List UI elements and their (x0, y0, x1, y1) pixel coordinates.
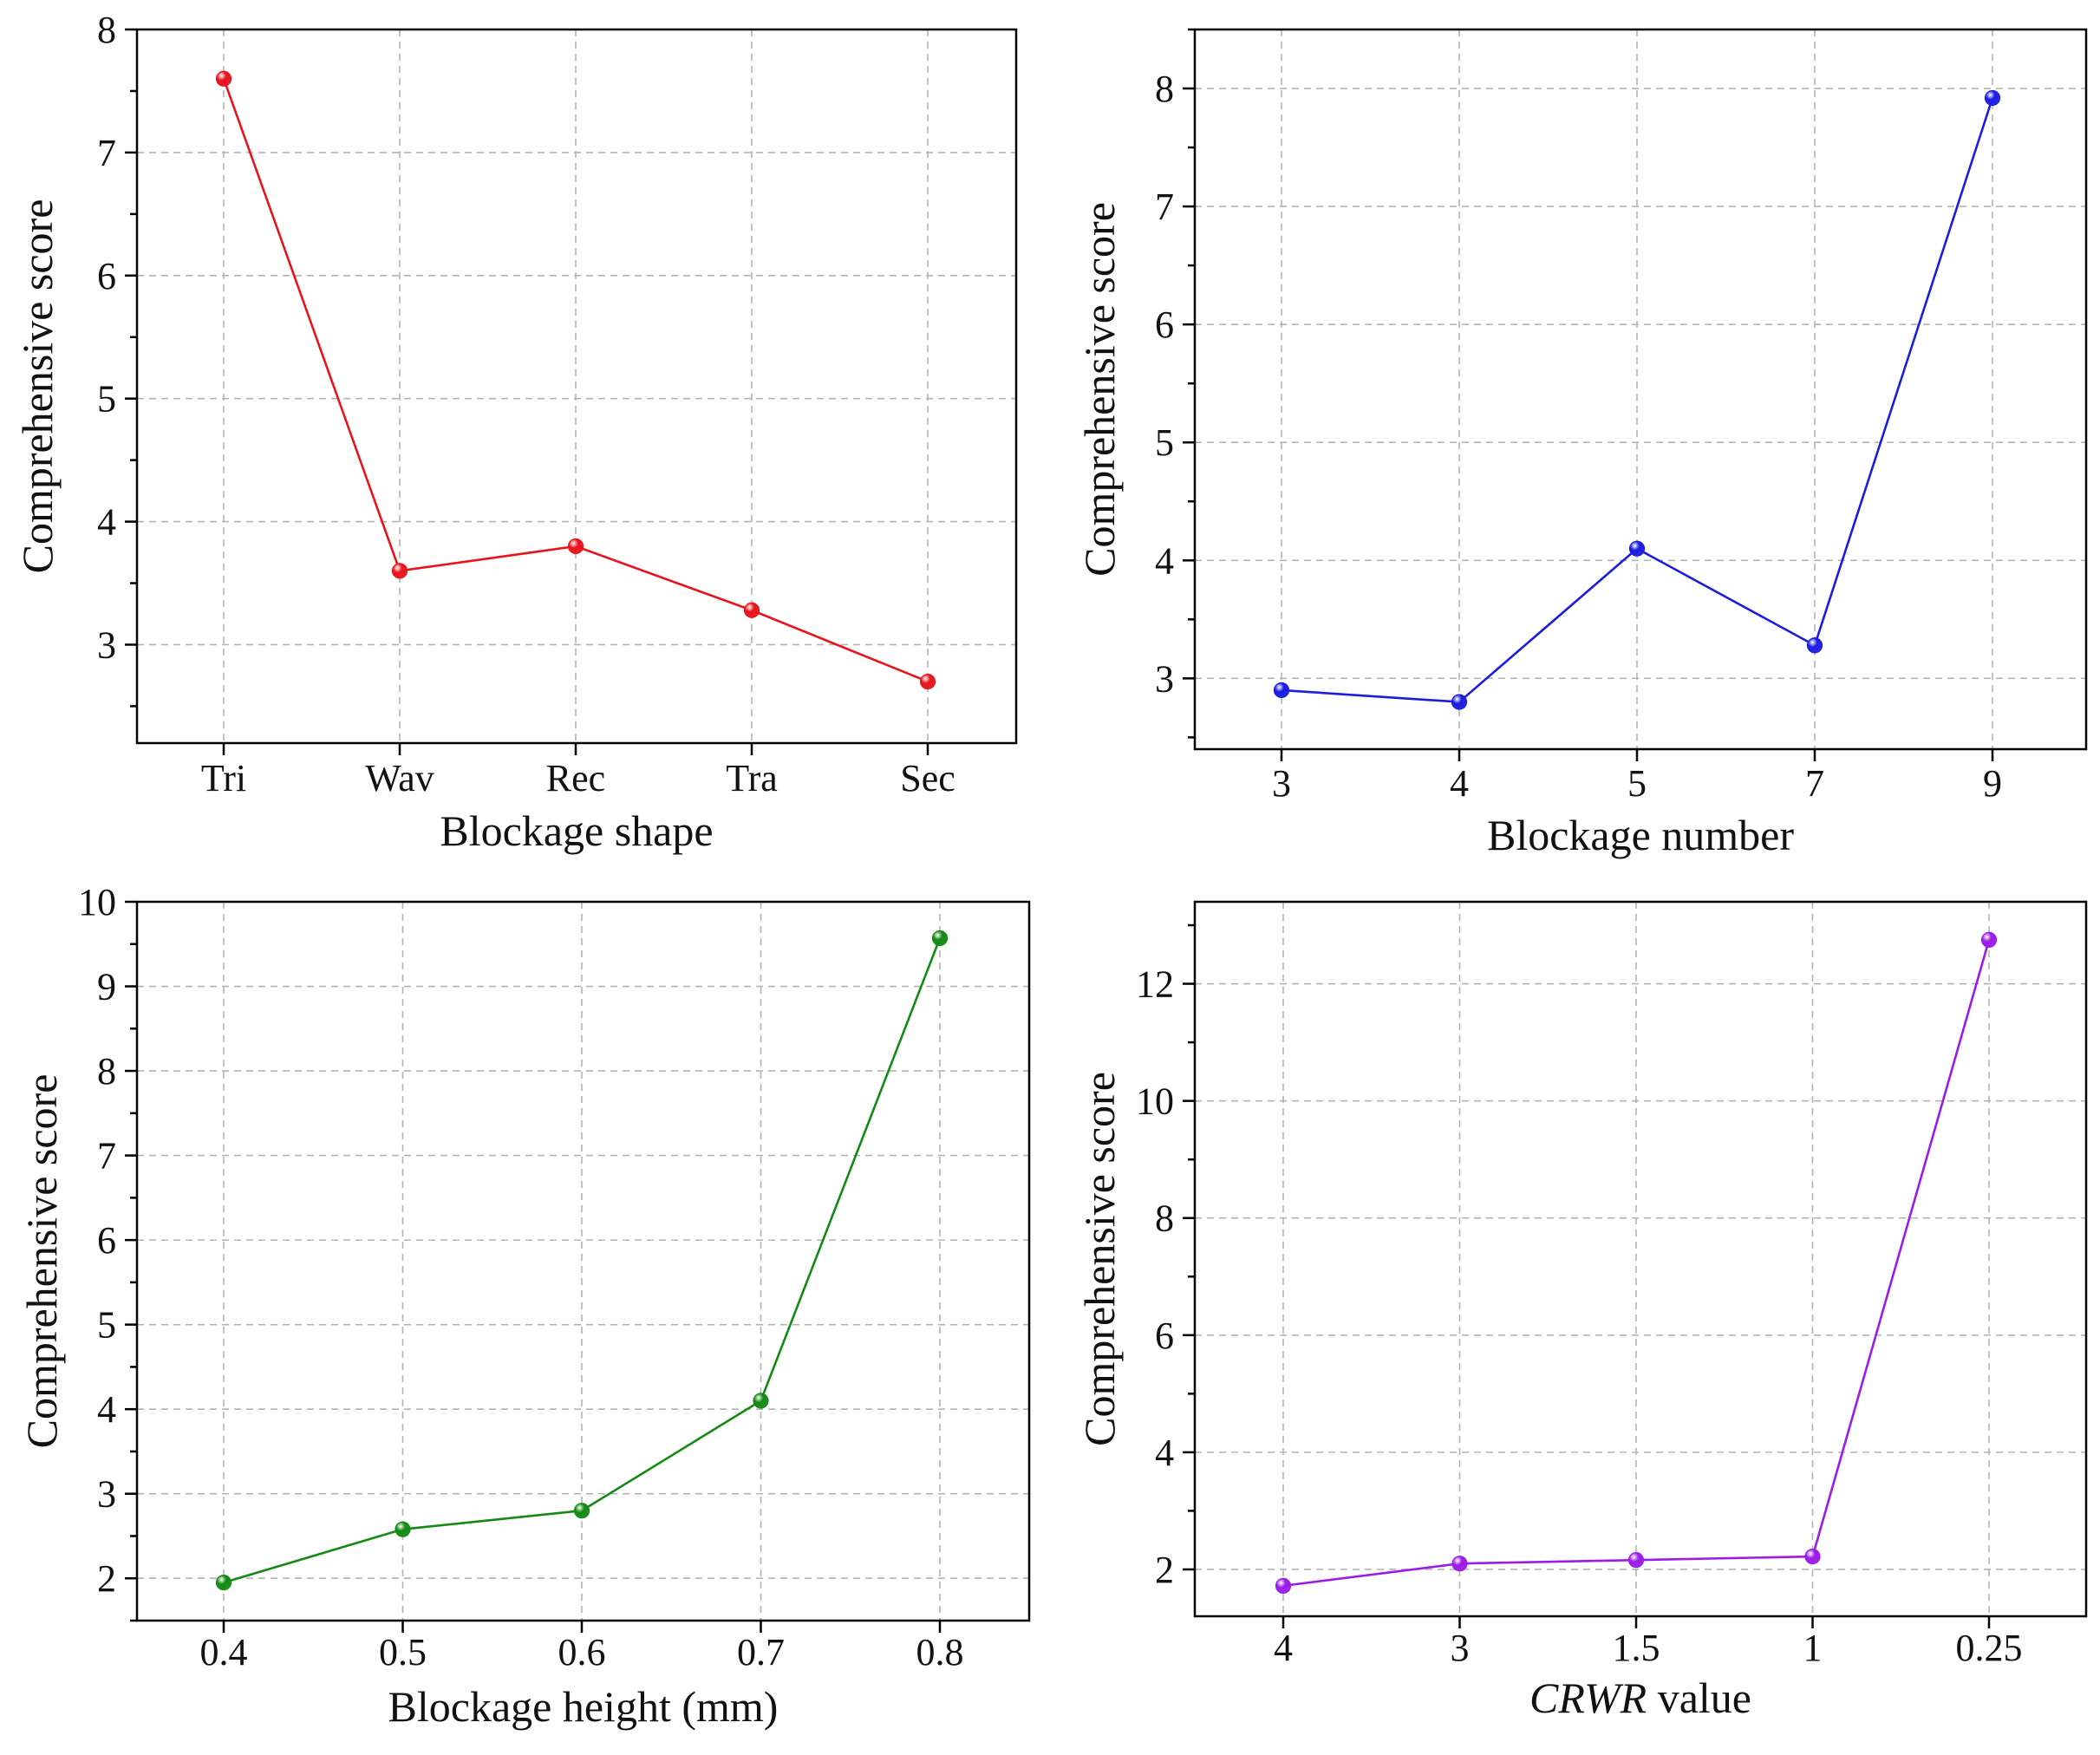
y-tick-label: 2 (97, 1557, 116, 1600)
y-tick-label: 4 (1155, 539, 1174, 582)
x-tick-label: 0.6 (558, 1631, 606, 1673)
data-point (1804, 1549, 1821, 1565)
x-tick-label: 4 (1450, 762, 1469, 805)
x-tick-label: 9 (1983, 762, 2002, 805)
x-tick-label: Tra (726, 757, 778, 799)
y-tick-label: 8 (97, 1050, 116, 1093)
x-axis-label: Blockage shape (440, 806, 713, 855)
data-point (1980, 931, 1998, 949)
data-point (1984, 89, 2001, 107)
data-point (215, 70, 232, 87)
data-point (753, 1393, 769, 1409)
data-point (1451, 694, 1468, 710)
y-tick-label: 3 (97, 623, 116, 666)
data-point (1451, 1556, 1468, 1572)
x-tick-label: 0.4 (200, 1631, 248, 1673)
y-axis-label: Comprehensive score (13, 199, 62, 574)
data-point (391, 563, 408, 579)
plot-frame (1193, 28, 2088, 751)
x-tick-label: 7 (1805, 762, 1824, 805)
x-axis-label: Blockage height (mm) (388, 1682, 779, 1731)
chart-panel-top-right: 3 4 5 6 7 8 3 4 5 7 9 Comprehensive score Blockage n… (1075, 28, 2088, 859)
y-tick-label: 5 (97, 378, 116, 421)
x-tick-label: Sec (900, 757, 955, 799)
x-axis-label: Blockage number (1487, 811, 1794, 859)
y-axis-label: Comprehensive score (1075, 1072, 1124, 1446)
y-axis-label: Comprehensive score (1075, 202, 1124, 577)
data-point (919, 673, 936, 690)
x-axis-label: CRWR value (1529, 1673, 1751, 1722)
x-tick-label: 3 (1451, 1627, 1470, 1669)
y-tick-label: 6 (1155, 303, 1174, 346)
y-axis-label: Comprehensive score (17, 1074, 66, 1449)
x-tick-label: 5 (1627, 762, 1647, 805)
chart-panel-bottom-right: 2 4 6 8 10 12 4 3 1.5 1 0.25 Comprehensive score CRW… (1075, 900, 2088, 1722)
x-axis-label-italic: CRWR (1529, 1673, 1647, 1722)
x-tick-label: 0.25 (1956, 1627, 2023, 1669)
plot-frame (135, 900, 1031, 1622)
data-point (573, 1503, 590, 1519)
x-tick-label: 4 (1274, 1627, 1293, 1669)
data-point (1627, 1552, 1645, 1569)
y-tick-label: 6 (1155, 1315, 1174, 1357)
plot-frame (1193, 900, 2088, 1618)
chart-panel-bottom-left: 2 3 4 5 6 7 8 9 10 0.4 0.5 0.6 0.7 0.8 Comprehensive s… (17, 881, 1031, 1731)
y-tick-label: 10 (78, 881, 116, 923)
data-point (1806, 637, 1823, 654)
data-point (1275, 1577, 1292, 1594)
y-tick-label: 4 (97, 1388, 116, 1431)
data-point (931, 930, 949, 947)
y-tick-label: 8 (1155, 68, 1174, 110)
x-tick-label: 1 (1803, 1627, 1823, 1669)
chart-panel-top-left: 3 4 5 6 7 8 Tri Wav Rec Tra Sec Comprehensive score… (13, 9, 1018, 855)
y-tick-label: 6 (97, 1219, 116, 1262)
x-tick-label: 0.8 (916, 1631, 964, 1673)
x-tick-label: 0.5 (379, 1631, 427, 1673)
data-point (395, 1521, 411, 1537)
data-point (1273, 682, 1290, 699)
x-tick-label: 1.5 (1613, 1627, 1660, 1669)
y-tick-label: 10 (1136, 1080, 1174, 1123)
y-tick-label: 5 (97, 1304, 116, 1347)
data-point (215, 1575, 232, 1591)
y-tick-label: 9 (97, 966, 116, 1008)
y-tick-label: 7 (97, 132, 116, 174)
y-tick-label: 4 (97, 501, 116, 544)
x-tick-label: Tri (201, 757, 246, 799)
y-tick-label: 12 (1136, 963, 1174, 1006)
y-tick-label: 8 (97, 9, 116, 51)
x-axis-label-rest: value (1647, 1673, 1751, 1722)
x-tick-label: 0.7 (737, 1631, 785, 1673)
y-tick-label: 2 (1155, 1549, 1174, 1591)
data-point (567, 538, 584, 555)
x-tick-label: Rec (546, 757, 605, 799)
y-tick-label: 4 (1155, 1432, 1174, 1474)
plot-frame (135, 28, 1018, 745)
y-tick-label: 7 (97, 1135, 116, 1178)
data-point (1628, 540, 1646, 557)
y-tick-label: 5 (1155, 421, 1174, 464)
x-tick-label: 3 (1272, 762, 1291, 805)
y-tick-label: 3 (97, 1473, 116, 1516)
y-tick-label: 7 (1155, 186, 1174, 228)
data-point (743, 602, 760, 618)
y-tick-label: 3 (1155, 657, 1174, 700)
y-tick-label: 8 (1155, 1197, 1174, 1240)
y-tick-label: 6 (97, 255, 116, 297)
x-tick-label: Wav (365, 757, 434, 799)
